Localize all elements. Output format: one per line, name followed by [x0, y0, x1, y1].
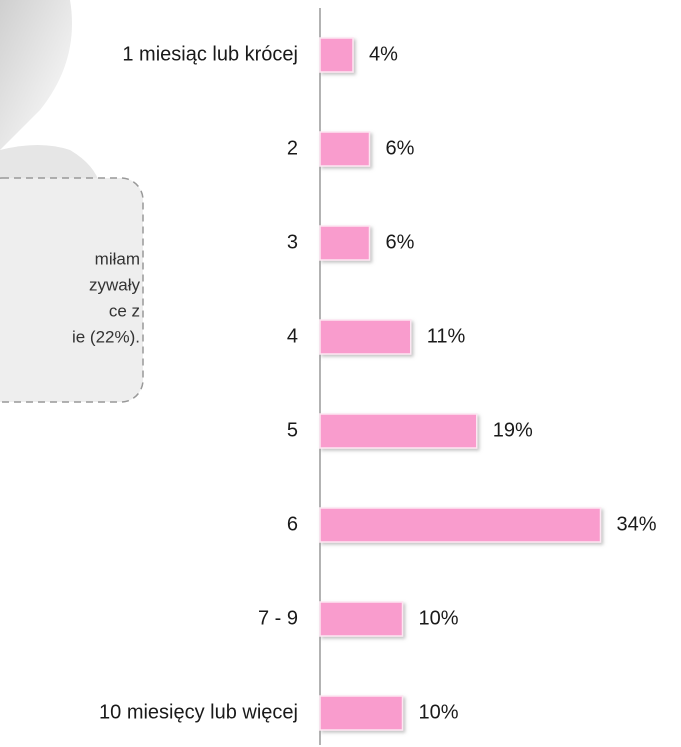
bar	[320, 602, 403, 636]
category-label: 5	[287, 419, 298, 441]
category-label: 7 - 9	[258, 607, 298, 629]
bar	[320, 696, 403, 730]
value-label: 6%	[386, 137, 415, 159]
chart: miłam zywały ce z ie (22%). 1 miesiąc lub k…	[0, 0, 681, 747]
bar	[320, 226, 370, 260]
category-label: 10 miesięcy lub więcej	[99, 701, 298, 723]
bar	[320, 414, 477, 448]
callout-line: ce z	[109, 301, 140, 320]
category-label: 3	[287, 231, 298, 253]
value-label: 4%	[369, 43, 398, 65]
bar	[320, 508, 601, 542]
category-label: 4	[287, 325, 298, 347]
category-label: 1 miesiąc lub krócej	[122, 43, 298, 65]
value-label: 10%	[419, 701, 459, 723]
value-label: 10%	[419, 607, 459, 629]
callout-line: zywały	[89, 275, 141, 294]
value-label: 11%	[427, 325, 466, 347]
value-label: 19%	[493, 419, 533, 441]
category-label: 2	[287, 137, 298, 159]
callout-line: miłam	[95, 249, 140, 268]
value-label: 34%	[617, 513, 657, 535]
bar	[320, 38, 353, 72]
callout-line: ie (22%).	[72, 327, 140, 346]
category-label: 6	[287, 513, 298, 535]
bar	[320, 132, 370, 166]
value-label: 6%	[386, 231, 415, 253]
background-figure	[0, 0, 72, 150]
bar	[320, 320, 411, 354]
